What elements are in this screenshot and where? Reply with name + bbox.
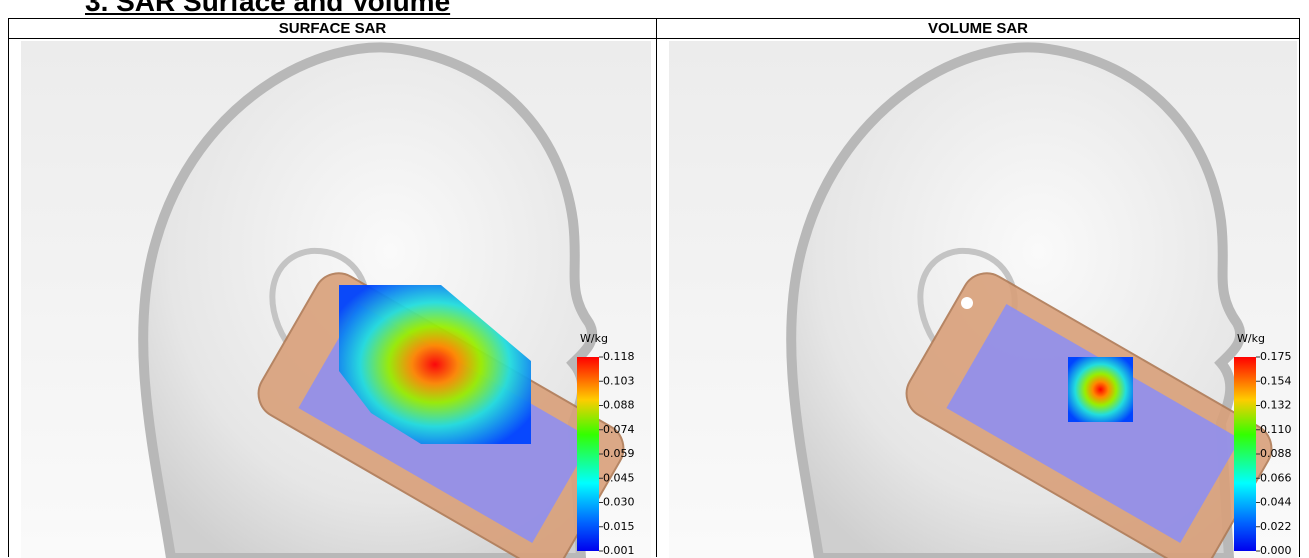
scale-label: 0.154: [1260, 374, 1292, 387]
scale-label: 0.015: [603, 520, 635, 533]
scale-label: 0.175: [1260, 350, 1292, 363]
sar-surface-map: [339, 285, 531, 444]
color-bar: [577, 357, 599, 551]
section-title: 3. SAR Surface and Volume: [85, 0, 451, 17]
scale-label: 0.001: [603, 544, 635, 557]
phone-hole: [961, 297, 973, 309]
scale-label: 0.030: [603, 496, 635, 509]
scale-label: 0.066: [1260, 471, 1292, 484]
scale-label: 0.074: [603, 423, 635, 436]
head-model: [669, 41, 1297, 558]
column-divider: [656, 19, 657, 557]
scale-label: 0.045: [603, 471, 635, 484]
color-bar: [1234, 357, 1256, 551]
scale-label: 0.022: [1260, 520, 1292, 533]
scale-label: 0.132: [1260, 399, 1292, 412]
scale-label: 0.044: [1260, 496, 1292, 509]
scale-label: 0.059: [603, 447, 635, 460]
column-header: VOLUME SAR: [657, 19, 1299, 39]
scale-label: 0.088: [603, 399, 635, 412]
column-header: SURFACE SAR: [9, 19, 656, 39]
sar-image: W/kg 0.118 0.103 0.088 0.074 0.059 0.045 0.030 0…: [21, 41, 651, 558]
unit-label: W/kg: [1237, 332, 1265, 345]
scale-label: 0.103: [603, 374, 635, 387]
sar-image: W/kg 0.175 0.154 0.132 0.110 0.088 0.066 0.044 0…: [669, 41, 1297, 558]
sar-volume-map: [1068, 357, 1133, 422]
head-model: [21, 41, 651, 558]
scale-label: 0.118: [603, 350, 635, 363]
scale-label: 0.088: [1260, 447, 1292, 460]
scale-label: 0.110: [1260, 423, 1292, 436]
table: SURFACE SAR VOLUME SAR W/kg 0.118 0.103 0.0…: [8, 18, 1300, 557]
unit-label: W/kg: [580, 332, 608, 345]
scale-label: 0.000: [1260, 544, 1292, 557]
